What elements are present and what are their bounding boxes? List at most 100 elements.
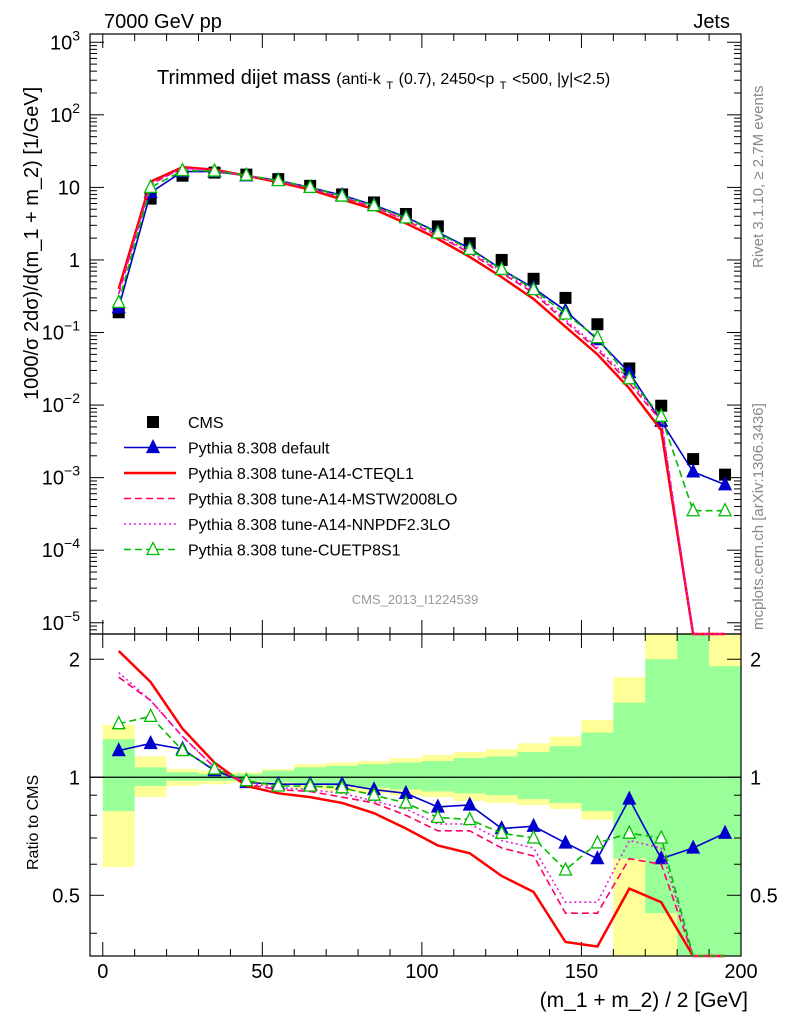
data-point [430,808,445,824]
data-point [303,777,318,792]
data-point [654,829,669,844]
data-point [654,407,669,422]
data-point [207,760,222,775]
x-tick-label: 200 [724,961,757,983]
legend-item: Pythia 8.308 tune-A14-CTEQL1 [124,466,414,483]
chart-title-sub-2: T [386,80,393,92]
data-point [719,468,732,481]
data-point [591,318,604,331]
data-point [558,305,573,320]
chart-title-sub-1: (anti-k [336,71,381,88]
data-point [494,824,509,839]
chart-title-sub-4: T [500,80,507,92]
main-y-tick-label: 10−5 [42,608,80,635]
data-point [111,715,126,730]
ratio-band-bin [549,746,582,803]
ratio-y-tick-label-left: 1 [69,767,80,789]
tick-base: 10 [50,105,72,127]
tick-base: 10 [50,32,72,54]
main-y-tick-label: 10−1 [42,318,80,345]
ratio-y-axis-label: Ratio to CMS [25,775,42,870]
ratio-y-axis: 0.5 0.5 1 1 2 2 [52,649,778,934]
main-y-tick-label: 10 [58,177,80,199]
legend-label: Pythia 8.308 tune-A14-MSTW2008LO [188,492,457,509]
ratio-series-4 [111,707,726,957]
data-point [175,162,190,177]
tick-base: 10 [42,468,64,490]
data-point [366,786,382,801]
data-point [271,172,286,187]
data-point [590,834,605,849]
header-jets-label: Jets [693,11,730,33]
main-series-3 [117,167,726,635]
ratio-series-layer [111,650,733,958]
data-point [495,253,508,266]
ratio-band-bin [709,666,741,956]
x-axis-label: (m_1 + m_2) / 2 [GeV] [540,989,748,1012]
legend-label: Pythia 8.308 default [188,441,330,458]
data-point [686,502,701,517]
mcplots-reference-label: mcplots.cern.ch [arXiv:1306.3436] [750,403,767,630]
ratio-band-bin [421,761,454,792]
chart-title: Trimmed dijet mass (anti-k T (0.7), 2450… [157,67,610,94]
data-point [622,824,637,839]
ratio-series-1 [117,650,726,958]
data-point [494,260,509,276]
ratio-y-tick-label-left: 0.5 [52,885,80,907]
legend-item: Pythia 8.308 tune-CUETP8S1 [124,541,401,560]
data-point [622,790,637,805]
data-point [526,817,541,832]
legend-label: Pythia 8.308 tune-A14-CTEQL1 [188,466,414,483]
data-point [717,824,733,839]
header-energy-label: 7000 GeV pp [104,11,222,33]
data-point [145,541,161,556]
ratio-line [117,650,726,958]
legend-item: CMS [147,415,224,432]
tick-exponent: 3 [72,27,80,43]
data-point [143,734,158,750]
main-y-tick-label: 103 [50,27,80,54]
data-point [207,162,222,177]
data-point [558,861,573,876]
x-axis: 0 50 100 150 200 [97,34,758,983]
data-point [175,742,190,757]
ratio-series-3 [118,671,726,957]
data-point [686,839,701,854]
ratio-band-inner [102,634,741,956]
data-point [526,281,541,296]
main-series-5 [111,162,733,517]
series-line [117,165,726,636]
x-tick-label: 150 [565,961,598,983]
main-series-layer [111,162,733,636]
data-point [143,178,158,194]
series-line [117,170,726,486]
legend-item: Pythia 8.308 tune-A14-MSTW2008LO [124,492,457,509]
data-point [526,829,541,844]
data-point [271,777,286,792]
data-point [145,439,161,454]
data-point [111,742,126,757]
legend-item: Pythia 8.308 tune-A14-NNPDF2.3LO [124,517,450,534]
data-point [398,794,413,809]
main-y-tick-label: 1 [69,250,80,272]
main-y-tick-label: 10−4 [42,535,80,562]
ratio-band-bin [166,772,199,781]
data-point [398,209,413,224]
tick-exponent: −1 [64,318,80,334]
rivet-version-label: Rivet 3.1.10, ≥ 2.7M events [750,86,767,269]
data-point [462,811,477,826]
ratio-line [118,715,726,957]
data-point [111,293,126,309]
chart-title-sub-3: (0.7), 2450<p [399,71,495,88]
legend-item: Pythia 8.308 default [124,439,330,458]
data-point [558,834,573,849]
series-line [117,167,726,635]
data-point [717,476,733,491]
data-point [590,329,605,344]
data-point [687,453,700,466]
data-point [239,772,254,787]
data-point [622,370,637,385]
ratio-uncertainty-bands [102,634,741,956]
